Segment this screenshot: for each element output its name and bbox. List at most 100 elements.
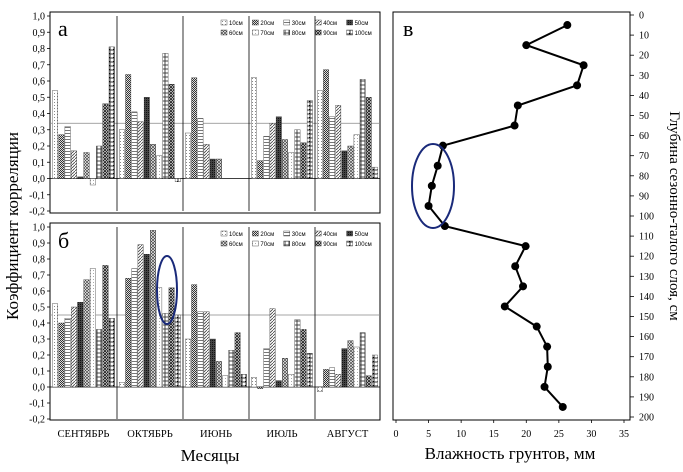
panel-b-legend-label: 80см [292, 242, 306, 248]
panel-b-legend-label: 100см [355, 242, 372, 248]
depth-tick-label: 180 [639, 372, 654, 383]
panel-a-legend-swatch [283, 29, 290, 36]
depth-tick-label: 140 [639, 292, 654, 303]
panel-a-bar [347, 145, 354, 179]
panel-b-legend-swatch [283, 240, 290, 247]
moisture-x-tick-label: 5 [426, 429, 431, 440]
moisture-point [510, 121, 519, 130]
panel-a-legend-swatch [283, 19, 290, 26]
panel-b-legend-label: 40см [323, 232, 337, 238]
moisture-line [427, 24, 585, 408]
panel-b-bar [300, 329, 307, 388]
panel-a-legend-swatch [220, 29, 228, 36]
depth-tick-label: 120 [639, 252, 654, 263]
panel-a-y-tick-label: -0,2 [29, 207, 45, 218]
panel-b-bar [108, 318, 115, 388]
panel-b-bar [162, 313, 169, 388]
moisture-point [540, 382, 549, 391]
panel-a-bar [197, 118, 204, 179]
panel-b-bar [288, 374, 295, 388]
moisture-x-tick-label: 15 [489, 429, 499, 440]
panel-a-legend-label: 20см [260, 21, 274, 27]
panel-b-y-tick-label: 1,0 [33, 223, 46, 234]
panel-b-bar [137, 244, 144, 388]
panel-a-bar [131, 111, 138, 179]
panel-a-bar [372, 166, 378, 179]
panel-a-bar [174, 178, 181, 182]
panel-a-legend-label: 30см [292, 21, 306, 27]
panel-b-y-tick-label: 0,5 [33, 303, 46, 314]
panel-b-legend-swatch [346, 240, 353, 247]
moisture-x-tick-label: 10 [456, 429, 466, 440]
panel-a-bar [143, 97, 150, 179]
moisture-point [543, 362, 552, 371]
panel-a-bar [168, 84, 175, 179]
moisture-x-axis-title: Влажность грунтов, мм [425, 444, 596, 463]
panel-b-bar [197, 311, 204, 388]
panel-b-bar [150, 230, 156, 388]
panel-b-bar [156, 287, 163, 388]
panel-b-bar [275, 380, 282, 388]
panel-a-bar [52, 90, 58, 179]
panel-b-y-tick-label: 0,1 [33, 367, 46, 378]
panel-a-legend-swatch [220, 19, 228, 26]
panel-b-legend-label: 50см [355, 232, 369, 238]
moisture-point [519, 282, 528, 291]
panel-a-bar [335, 105, 342, 179]
panel-b-bar [323, 369, 329, 388]
panel-a-y-tick-label: -0,1 [29, 190, 45, 201]
panel-a-bar [162, 53, 169, 179]
panel-b-y-tick-label: 0,8 [33, 255, 46, 266]
month-label: ИЮНЬ [200, 429, 232, 440]
highlight-ellipse-line [411, 143, 455, 229]
panel-b-bar [58, 322, 65, 388]
panel-b-bar [228, 350, 235, 388]
panel-a-bar [329, 116, 335, 179]
depth-tick-label: 200 [639, 413, 654, 424]
panel-a-bar [156, 155, 163, 179]
depth-tick-label: 50 [639, 111, 649, 122]
panel-a-bar [119, 129, 125, 179]
panel-b-bar [64, 318, 71, 388]
panel-a-legend-label: 50см [355, 21, 369, 27]
panel-b-bar [240, 374, 247, 388]
panel-a-legend-swatch [315, 29, 322, 36]
panel-b-legend-label: 30см [292, 232, 306, 238]
panel-a-y-tick-label: 0,1 [33, 158, 46, 169]
month-label: ОКТЯБРЬ [127, 429, 173, 440]
moisture-point [522, 41, 531, 50]
panel-a-bar [365, 97, 372, 179]
panel-a-bar [209, 158, 216, 179]
panel-b-bar [143, 254, 150, 388]
panel-b-bar [209, 338, 216, 388]
depth-tick-label: 10 [639, 31, 649, 42]
moisture-panel: 0 5 10 15 20 25 30 35 0 10 20 30 40 50 60 70 80 90 100 110 1… [394, 11, 655, 441]
panel-a-y-tick-label: 0,3 [33, 125, 46, 136]
panel-a-bar [191, 77, 198, 179]
panel-a-bar [257, 160, 264, 179]
moisture-point [427, 181, 436, 190]
highlight-ellipse-bars [156, 255, 178, 325]
panel-b-bar [257, 386, 264, 389]
depth-tick-label: 150 [639, 312, 654, 323]
panel-b-bar [89, 268, 96, 388]
panel-a-bar [137, 121, 144, 179]
panel-b-legend-label: 20см [260, 232, 274, 238]
moisture-x-tick-label: 25 [554, 429, 564, 440]
panel-a-bar [275, 116, 282, 179]
panel-b-y-tick-label: 0,3 [33, 335, 46, 346]
panel-b-bar [216, 361, 222, 388]
panel-a-legend-swatch [315, 19, 322, 26]
moisture-x-tick-label: 0 [394, 429, 399, 440]
depth-axis-title: Глубина сезонно-талого слоя, см [666, 111, 682, 321]
depth-tick-label: 40 [639, 91, 649, 102]
panel-b-bar [269, 308, 276, 388]
panel-b-bar [329, 367, 335, 388]
panel-b-bar [365, 375, 372, 388]
depth-tick-label: 60 [639, 131, 649, 142]
moisture-point [543, 342, 552, 351]
moisture-x-tick-label: 20 [521, 429, 531, 440]
month-label: ИЮЛЬ [266, 429, 297, 440]
depth-tick-label: 160 [639, 332, 654, 343]
panel-b-y-tick-label: 0,9 [33, 239, 46, 250]
